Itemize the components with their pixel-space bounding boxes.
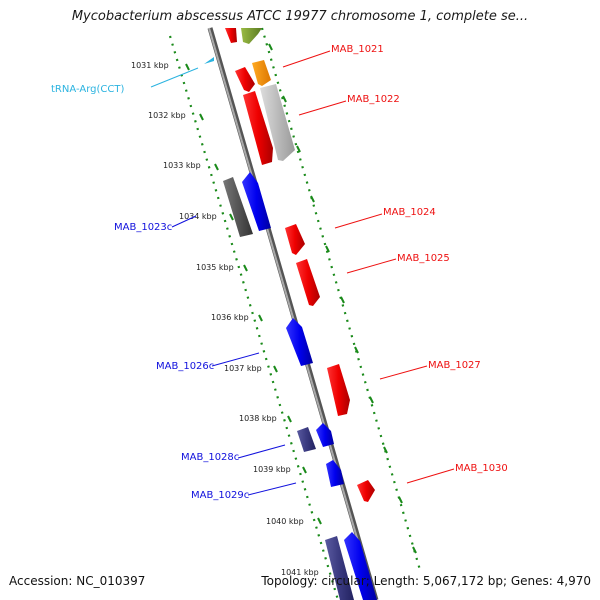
trna-leader-line [150, 67, 199, 88]
left-kbp-ticks [185, 63, 322, 525]
kbp-label: 1033 kbp [163, 161, 201, 170]
forward-leader-lines [282, 50, 455, 484]
gene-label-mab-1030[interactable]: MAB_1030 [455, 463, 508, 474]
gene-feature-blue[interactable] [286, 318, 313, 366]
gene-feature-red[interactable] [235, 67, 255, 92]
gene-feature-red[interactable] [327, 364, 350, 416]
gene-feature-grey[interactable] [260, 84, 295, 161]
gene-label-mab-1025[interactable]: MAB_1025 [397, 253, 450, 264]
kbp-label: 1040 kbp [266, 517, 304, 526]
gene-feature-red[interactable] [296, 259, 320, 306]
gene-feature-navy[interactable] [297, 427, 316, 452]
kbp-label: 1041 kbp [281, 568, 319, 577]
gene-feature-navy[interactable] [325, 536, 354, 600]
gene-feature-blue[interactable] [326, 460, 344, 487]
kbp-label: 1037 kbp [224, 364, 262, 373]
gene-feature-red[interactable] [357, 480, 375, 502]
gene-feature-orange[interactable] [252, 60, 271, 86]
gene-feature-blue[interactable] [316, 423, 334, 447]
map-title: Mycobacterium abscessus ATCC 19977 chrom… [71, 9, 529, 24]
gene-label-mab-1022[interactable]: MAB_1022 [347, 94, 400, 105]
gene-label-mab-1021[interactable]: MAB_1021 [331, 44, 384, 55]
gene-label-mab-1026c[interactable]: MAB_1026c [156, 361, 214, 372]
kbp-label: 1035 kbp [196, 263, 234, 272]
gene-feature-darkgrey[interactable] [223, 177, 253, 237]
gene-feature-olive[interactable] [241, 28, 262, 44]
kbp-label: 1039 kbp [253, 465, 291, 474]
gene-feature-red[interactable] [225, 28, 237, 43]
gene-feature-blue[interactable] [242, 172, 271, 231]
kbp-label: 1032 kbp [148, 111, 186, 120]
kbp-label: 1036 kbp [211, 313, 249, 322]
gene-feature-blue[interactable] [344, 532, 377, 600]
kbp-label: 1034 kbp [179, 212, 217, 221]
gene-label-trna-arg[interactable]: tRNA-Arg(CCT) [51, 84, 124, 95]
gene-feature-red[interactable] [285, 224, 305, 255]
right-major-ticks [268, 43, 417, 554]
reverse-leader-lines [171, 215, 297, 496]
genome-summary-text: Topology: circular; Length: 5,067,172 bp… [261, 574, 591, 588]
gene-feature-red[interactable] [243, 91, 273, 165]
gene-label-mab-1023c[interactable]: MAB_1023c [114, 222, 172, 233]
gene-label-mab-1029c[interactable]: MAB_1029c [191, 490, 249, 501]
gene-label-mab-1027[interactable]: MAB_1027 [428, 360, 481, 371]
gene-label-mab-1024[interactable]: MAB_1024 [383, 207, 436, 218]
trna-marker[interactable] [204, 57, 214, 64]
genome-backbone-highlight [208, 27, 376, 600]
gene-label-mab-1028c[interactable]: MAB_1028c [181, 452, 239, 463]
kbp-label: 1038 kbp [239, 414, 277, 423]
accession-text: Accession: NC_010397 [9, 574, 146, 588]
kbp-label: 1031 kbp [131, 61, 169, 70]
